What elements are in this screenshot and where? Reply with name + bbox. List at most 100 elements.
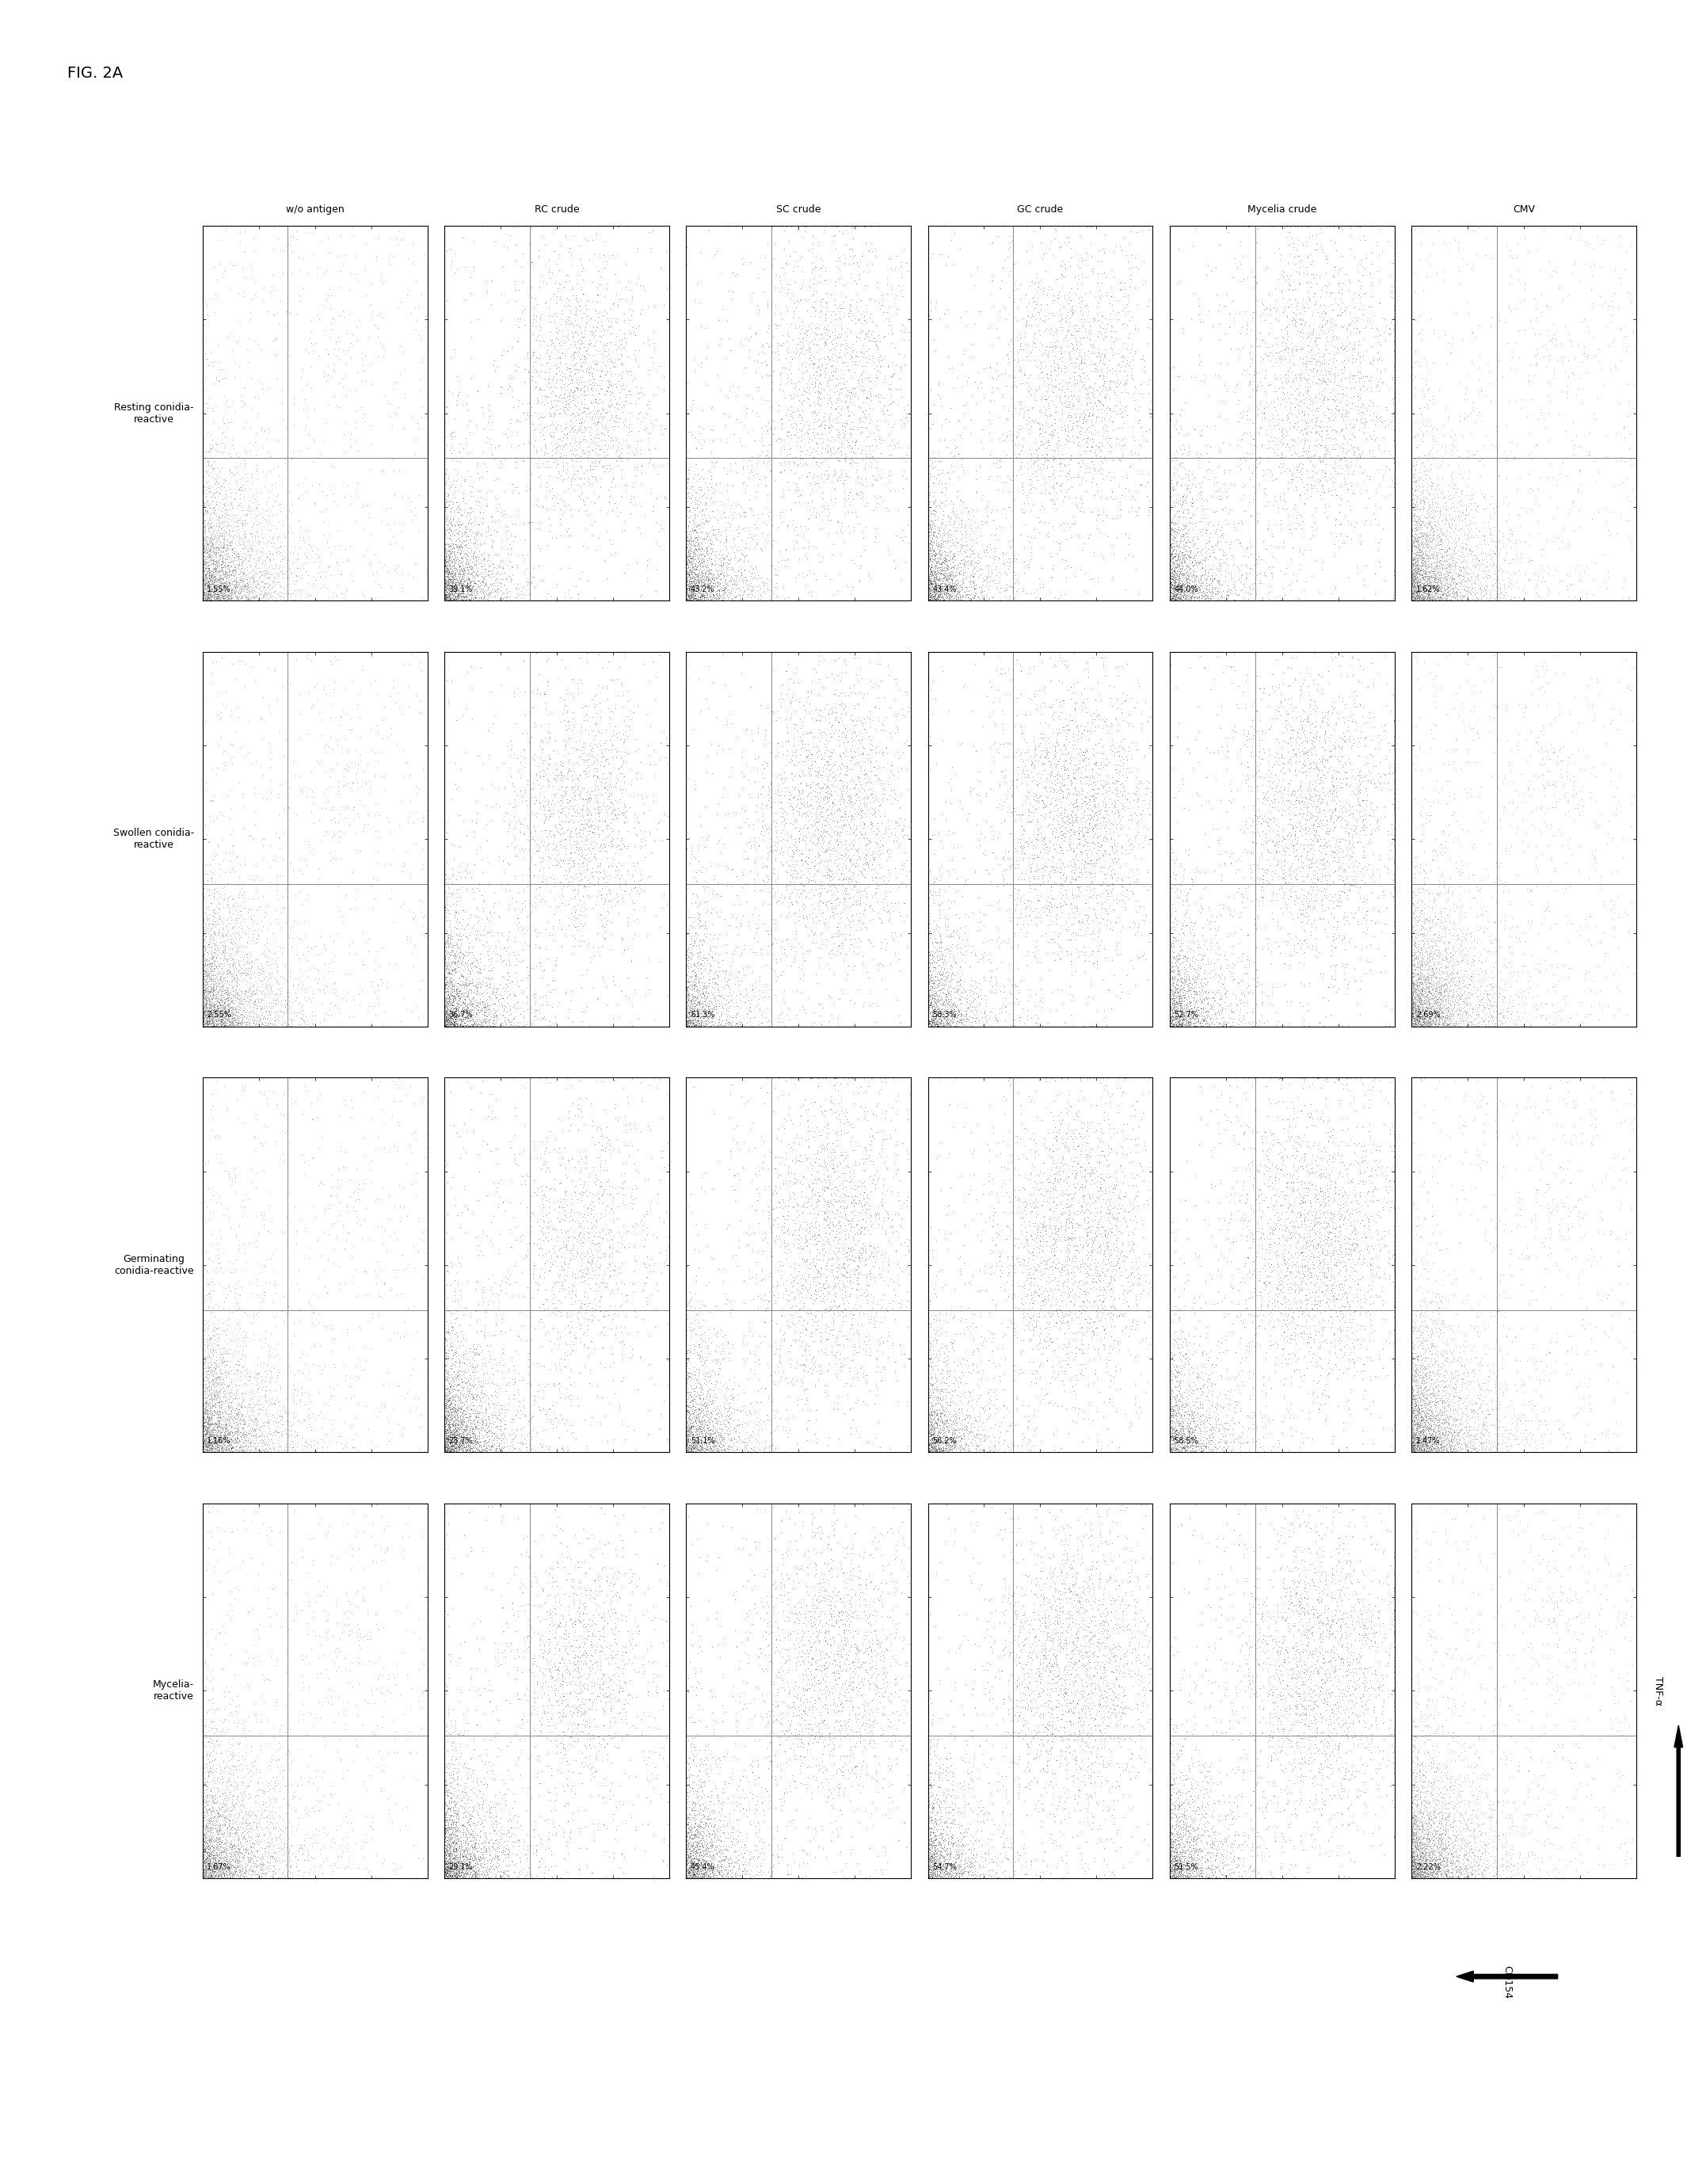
Point xyxy=(1157,1815,1184,1850)
Point xyxy=(486,1422,513,1457)
Point xyxy=(808,1492,835,1527)
Point xyxy=(1031,419,1058,454)
Point xyxy=(1176,1332,1203,1367)
Point xyxy=(535,740,562,775)
Point xyxy=(803,1741,830,1776)
Point xyxy=(1216,891,1243,926)
Point xyxy=(1181,1005,1208,1040)
Point xyxy=(1264,845,1291,880)
Point xyxy=(923,987,950,1022)
Point xyxy=(449,515,476,550)
Point xyxy=(678,1845,705,1880)
Point xyxy=(916,946,943,981)
Point xyxy=(1377,1629,1404,1664)
Point xyxy=(1059,1664,1086,1699)
Point xyxy=(454,1850,481,1885)
Point xyxy=(191,952,218,987)
Point xyxy=(590,378,617,413)
Point xyxy=(1036,1203,1063,1238)
Point xyxy=(957,1398,984,1433)
Point xyxy=(1400,1819,1427,1854)
Point xyxy=(926,566,953,601)
Point xyxy=(828,1758,855,1793)
Point xyxy=(673,1393,700,1428)
Point xyxy=(1233,1328,1260,1363)
Point xyxy=(1161,553,1188,587)
Point xyxy=(1336,491,1363,526)
Point xyxy=(1402,1417,1429,1452)
Point xyxy=(675,1811,702,1845)
Point xyxy=(1323,1642,1350,1677)
Point xyxy=(1184,1839,1211,1874)
Point xyxy=(452,1002,479,1037)
Point xyxy=(192,544,219,579)
Point xyxy=(555,867,582,902)
Point xyxy=(786,817,813,852)
Point xyxy=(302,928,329,963)
Point xyxy=(1051,1664,1078,1699)
Point xyxy=(926,579,953,614)
Point xyxy=(1169,996,1196,1031)
Point xyxy=(1493,461,1520,496)
Point xyxy=(1334,343,1361,378)
Point xyxy=(1355,847,1382,882)
Point xyxy=(221,1787,248,1821)
Point xyxy=(555,1590,582,1625)
Point xyxy=(1277,874,1304,909)
Point xyxy=(273,1787,300,1821)
Point xyxy=(191,996,218,1031)
Point xyxy=(1420,882,1447,917)
Point xyxy=(860,852,887,887)
Point xyxy=(918,572,945,607)
Point xyxy=(1449,579,1476,614)
Point xyxy=(1285,753,1312,788)
Point xyxy=(1404,483,1431,518)
Point xyxy=(928,885,955,919)
Point xyxy=(545,985,572,1020)
Point xyxy=(683,1522,710,1557)
Point xyxy=(1174,989,1201,1024)
Point xyxy=(1400,1417,1427,1452)
Point xyxy=(1188,574,1215,609)
Point xyxy=(442,1848,469,1883)
Point xyxy=(547,850,574,885)
Point xyxy=(1024,1138,1051,1173)
Point xyxy=(1260,1326,1287,1361)
Point xyxy=(926,542,953,577)
Point xyxy=(1039,1280,1066,1315)
Point xyxy=(606,1660,633,1695)
Point xyxy=(1399,524,1426,559)
Point xyxy=(201,1797,228,1832)
Point xyxy=(948,1826,975,1861)
Point xyxy=(631,1245,658,1280)
Point xyxy=(1184,1350,1211,1385)
Point xyxy=(224,1400,251,1435)
Point xyxy=(209,579,236,614)
Point xyxy=(1179,1769,1206,1804)
Point xyxy=(503,273,530,308)
Point xyxy=(194,570,221,605)
Point xyxy=(432,985,459,1020)
Point xyxy=(1063,1562,1090,1597)
Point xyxy=(213,968,240,1002)
Point xyxy=(936,561,963,596)
Point xyxy=(1157,1800,1184,1835)
Point xyxy=(1515,544,1542,579)
Point xyxy=(697,1369,724,1404)
Point xyxy=(216,572,243,607)
Point xyxy=(1426,526,1453,561)
Point xyxy=(995,550,1022,585)
Point xyxy=(938,1848,965,1883)
Point xyxy=(192,1848,219,1883)
Point xyxy=(245,1817,272,1852)
Point xyxy=(444,1859,471,1894)
Point xyxy=(796,788,823,823)
Point xyxy=(771,1101,798,1136)
Point xyxy=(1108,400,1135,435)
Point xyxy=(1402,1389,1429,1424)
Point xyxy=(258,275,285,310)
Point xyxy=(855,850,882,885)
Point xyxy=(440,1859,467,1894)
Point xyxy=(1312,1206,1339,1241)
Point xyxy=(233,332,260,367)
